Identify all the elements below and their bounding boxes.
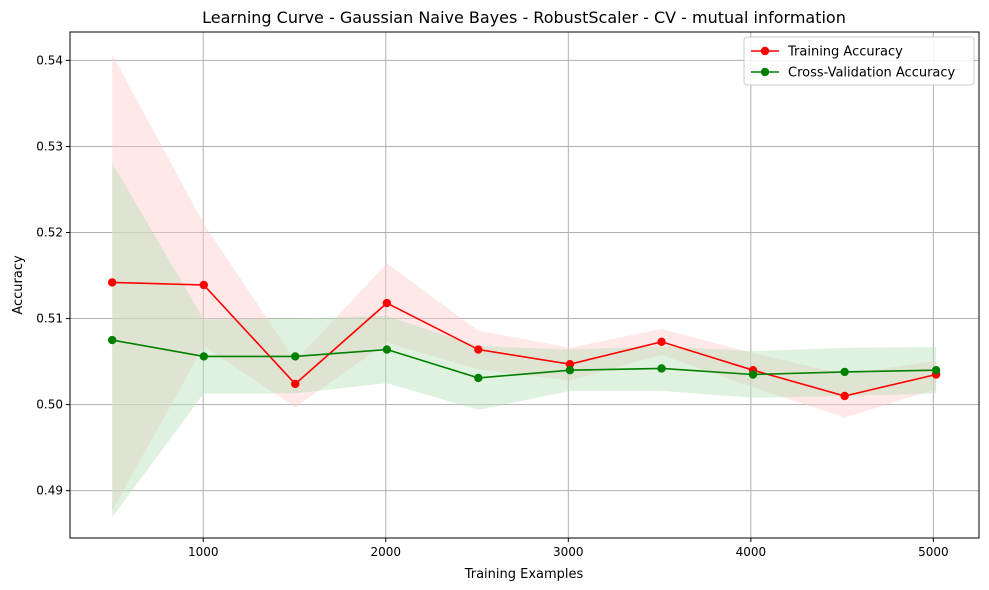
- cross-validation-point: [657, 364, 666, 373]
- x-tick-label: 4000: [736, 545, 767, 559]
- y-tick-label: 0.49: [36, 484, 63, 498]
- y-tick-label: 0.54: [36, 53, 63, 67]
- y-tick-label: 0.51: [36, 312, 63, 326]
- training-point: [199, 280, 208, 290]
- cross-validation-point: [107, 335, 117, 345]
- training-point: [474, 345, 483, 354]
- x-axis-ticks: 1000 2000 3000 4000 5000: [188, 538, 949, 559]
- legend-training-label: Training Accuracy: [787, 45, 903, 60]
- legend-cross-validation-marker: [760, 67, 770, 77]
- series-points: [107, 278, 941, 401]
- legend-training-marker: [760, 46, 770, 56]
- cross-validation-point: [291, 352, 300, 361]
- training-point: [107, 278, 117, 287]
- y-axis-ticks: 0.49 0.50 0.51 0.52 0.53 0.54: [36, 53, 70, 498]
- x-tick-label: 3000: [553, 545, 584, 559]
- training-point: [657, 337, 666, 346]
- plot-frame: [69, 31, 980, 539]
- x-tick-label: 1000: [188, 545, 219, 559]
- y-tick-label: 0.50: [36, 398, 63, 412]
- training-line: [112, 281, 937, 397]
- cross-validation-point: [199, 352, 208, 361]
- cross-validation-point: [748, 370, 758, 379]
- x-tick-label: 5000: [918, 545, 949, 559]
- legend: Training Accuracy Cross-Validation Accura…: [743, 36, 975, 86]
- y-tick-label: 0.52: [36, 226, 63, 240]
- confidence-bands: [112, 54, 937, 518]
- training-point: [382, 298, 392, 308]
- training-point: [565, 359, 575, 369]
- cross-validation-point: [382, 345, 392, 354]
- y-axis-label: Accuracy: [11, 255, 26, 315]
- training-point: [291, 379, 300, 389]
- cross-validation-line: [112, 339, 937, 379]
- confidence-band-cross-validation: [112, 162, 937, 518]
- cross-validation-point: [565, 365, 575, 375]
- cross-validation-point: [931, 365, 941, 375]
- y-tick-label: 0.53: [36, 139, 63, 153]
- x-tick-label: 2000: [371, 545, 402, 559]
- legend-cross-validation-label: Cross-Validation Accuracy: [788, 66, 956, 81]
- cross-validation-point: [840, 367, 849, 377]
- cross-validation-point: [474, 373, 483, 383]
- chart-title: Learning Curve - Gaussian Naive Bayes - …: [202, 8, 846, 27]
- x-axis-label: Training Examples: [464, 567, 584, 582]
- series-lines: [112, 281, 937, 397]
- legend-box: [743, 36, 975, 86]
- training-point: [840, 391, 849, 401]
